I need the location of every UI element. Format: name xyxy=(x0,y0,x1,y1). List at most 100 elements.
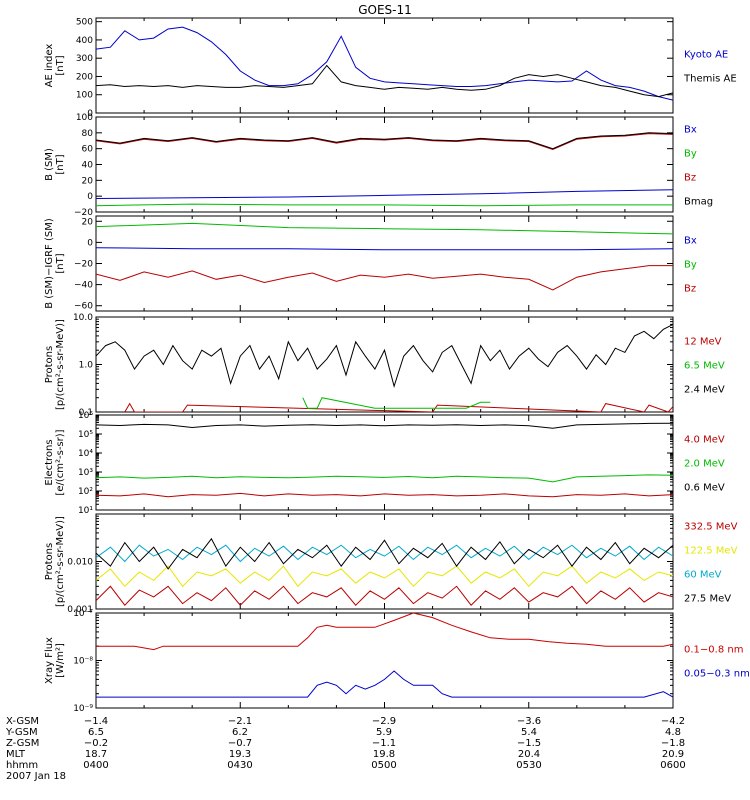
y-tick-label: 100 xyxy=(76,91,93,101)
series-line-bsmigrf-0 xyxy=(96,247,673,251)
legend-item: Bz xyxy=(684,284,696,295)
chart-title: GOES-11 xyxy=(358,3,412,17)
footer-value: 6.2 xyxy=(232,727,248,738)
footer-value: −1.5 xyxy=(517,738,541,749)
panel-frame xyxy=(95,513,674,610)
legend-item: Bmag xyxy=(684,197,713,208)
footer-value: 0400 xyxy=(83,760,108,771)
legend-item: 2.4 MeV xyxy=(684,385,725,396)
series-line-bsm-1 xyxy=(96,203,673,207)
y-tick-label: 20 xyxy=(82,217,94,227)
series-line-electrons-1 xyxy=(96,474,673,483)
y-tick-label: 20 xyxy=(82,176,94,186)
legend-item: Bx xyxy=(684,125,697,136)
y-axis-label: Protons xyxy=(44,543,55,580)
y-tick-label: 10¹ xyxy=(78,506,93,516)
panel-ae: 0 100 200 300 400 500 AE index [nT] Kyoto AE Them… xyxy=(44,17,737,119)
panel-bsm: −20 0 20 40 60 80 100 B (SM) [nT] Bx By Bz Bmag xyxy=(44,113,713,218)
y-tick-label: 10.0 xyxy=(73,313,93,323)
y-tick-label: 0 xyxy=(87,109,93,119)
legend-item: By xyxy=(684,260,697,271)
series-line-protons-high-3 xyxy=(96,537,673,570)
y-tick-label: 400 xyxy=(76,36,93,46)
y-tick-label: 0.1 xyxy=(79,408,93,418)
footer-value: 18.7 xyxy=(85,749,107,760)
y-axis-label: [nT] xyxy=(55,253,66,273)
series-line-protons-high-1 xyxy=(96,565,673,588)
y-tick-label: −60 xyxy=(74,302,93,312)
y-tick-label: 10⁴ xyxy=(78,449,93,459)
y-axis-label: [p/(cm²-s-sr-MeV)] xyxy=(55,319,66,410)
y-axis-label: Protons xyxy=(44,346,55,383)
series-line-protons-low-0 xyxy=(124,402,673,412)
footer-row-label: Y-GSM xyxy=(5,727,38,738)
legend-item: 4.0 MeV xyxy=(684,435,725,446)
y-axis-label: B (SM) xyxy=(44,148,55,181)
y-axis-label: AE index xyxy=(44,44,55,88)
footer-value: −0.7 xyxy=(228,738,252,749)
y-tick-label: −20 xyxy=(74,208,93,218)
footer-row-label: MLT xyxy=(6,749,26,760)
y-axis-label: [nT] xyxy=(55,55,66,75)
y-tick-label: 10³ xyxy=(78,468,93,478)
footer-value: 19.3 xyxy=(229,749,251,760)
y-tick-label: 10⁻⁸ xyxy=(73,657,93,667)
footer-value: 5.4 xyxy=(521,727,537,738)
y-tick-label: 10⁵ xyxy=(78,430,93,440)
series-line-protons-high-0 xyxy=(96,585,673,606)
legend-item: Themis AE xyxy=(683,74,737,85)
y-axis-label: B (SM)−IGRF (SM) xyxy=(44,218,55,309)
y-axis-label: Electrons xyxy=(44,439,55,485)
y-tick-label: 500 xyxy=(76,18,93,28)
y-tick-label: 0.010 xyxy=(67,558,93,568)
panel-electrons: 10¹ 10² 10³ 10⁴ 10⁵ 10⁶ Electrons [e/(cm²-s-sr)… xyxy=(44,411,725,516)
panel-protons-low: 0.1 1.0 10.0 Protons [p/(cm²-s-sr-MeV)] 12 Me… xyxy=(44,313,725,418)
footer-value: 0530 xyxy=(516,760,541,771)
y-tick-label: 0.001 xyxy=(67,605,93,615)
panel-frame xyxy=(95,215,674,312)
footer-value: 19.8 xyxy=(373,749,395,760)
legend-item: Bx xyxy=(684,236,697,247)
footer-row-label: X-GSM xyxy=(6,716,39,727)
y-axis-label: [p/(cm²-s-sr-MeV)] xyxy=(55,516,66,607)
legend-item: 122.5 MeV xyxy=(684,546,738,557)
legend-item: By xyxy=(684,149,697,160)
panel-frame xyxy=(95,612,674,709)
legend-item: 0.1−0.8 nm xyxy=(684,645,743,656)
footer-value: −1.4 xyxy=(84,716,108,727)
y-tick-label: −20 xyxy=(74,260,93,270)
panel-frame xyxy=(95,17,674,114)
footer-value: −3.6 xyxy=(517,716,541,727)
footer-value: 4.8 xyxy=(665,727,681,738)
footer-value: 5.9 xyxy=(376,727,392,738)
series-line-protons-high-2 xyxy=(96,544,673,563)
legend-item: 332.5 MeV xyxy=(684,522,738,533)
legend-item: Kyoto AE xyxy=(684,50,728,61)
legend-item: 0.6 MeV xyxy=(684,483,725,494)
legend-item: Bz xyxy=(684,173,696,184)
footer-value: −2.1 xyxy=(228,716,252,727)
series-line-bsm-2 xyxy=(96,133,673,151)
y-tick-label: 1.0 xyxy=(79,361,94,371)
series-line-bsmigrf-2 xyxy=(96,265,673,291)
series-line-xray-0 xyxy=(96,613,673,651)
footer-value: −4.2 xyxy=(661,716,685,727)
legend-item: 60 MeV xyxy=(684,570,722,581)
y-tick-label: −40 xyxy=(74,281,93,291)
footer-value: 6.5 xyxy=(88,727,104,738)
series-line-protons-low-1 xyxy=(302,397,491,409)
y-tick-label: 0 xyxy=(87,192,93,202)
y-tick-label: 60 xyxy=(82,145,94,155)
y-axis-label: [e/(cm²-s-sr)] xyxy=(55,429,66,495)
y-tick-label: 0 xyxy=(87,238,93,248)
series-line-protons-low-2 xyxy=(96,323,673,388)
y-tick-label: 40 xyxy=(82,161,94,171)
series-line-bsmigrf-1 xyxy=(96,222,673,235)
footer-value: −1.8 xyxy=(661,738,685,749)
y-tick-label: 300 xyxy=(76,54,93,64)
y-tick-label: 10⁻⁹ xyxy=(73,704,93,714)
y-axis-label: [nT] xyxy=(55,154,66,174)
legend-item: 2.0 MeV xyxy=(684,459,725,470)
footer-value: 0600 xyxy=(660,760,685,771)
